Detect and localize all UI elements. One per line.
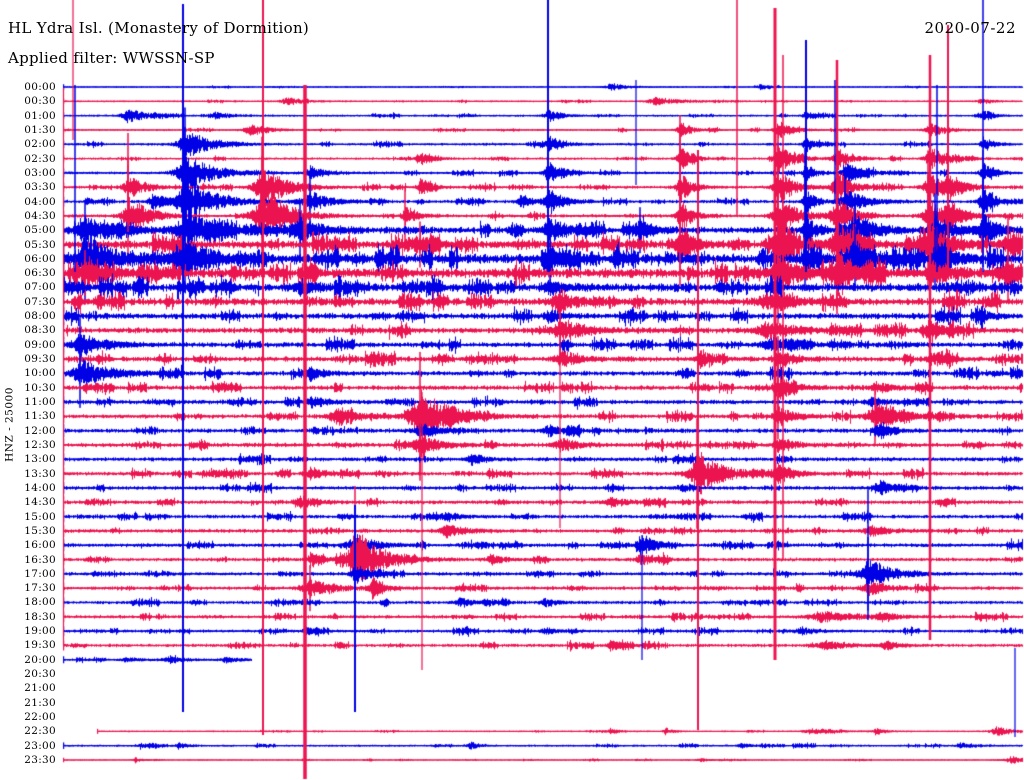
time-label: 17:30 bbox=[24, 582, 56, 595]
time-label: 01:00 bbox=[24, 109, 56, 122]
time-label: 10:00 bbox=[24, 367, 56, 380]
date-label: 2020-07-22 bbox=[924, 19, 1016, 37]
time-label: 18:00 bbox=[24, 596, 56, 609]
time-label: 19:30 bbox=[24, 639, 56, 652]
time-label: 18:30 bbox=[24, 610, 56, 623]
time-label: 09:00 bbox=[24, 338, 56, 351]
time-label: 08:00 bbox=[24, 310, 56, 323]
time-label: 22:30 bbox=[24, 725, 56, 738]
time-label: 06:00 bbox=[24, 252, 56, 265]
time-label: 00:00 bbox=[24, 81, 56, 93]
time-label: 09:30 bbox=[24, 353, 56, 366]
time-label: 13:30 bbox=[24, 467, 56, 480]
time-label: 01:30 bbox=[24, 123, 56, 136]
time-label: 07:00 bbox=[24, 281, 56, 294]
time-label: 23:30 bbox=[24, 753, 56, 766]
time-label: 03:00 bbox=[24, 166, 56, 179]
time-label: 02:30 bbox=[24, 152, 56, 165]
time-label: 16:30 bbox=[24, 553, 56, 566]
time-label: 14:00 bbox=[24, 481, 56, 494]
time-label: 22:00 bbox=[24, 711, 56, 724]
time-label: 10:30 bbox=[24, 381, 56, 394]
time-label: 00:30 bbox=[24, 95, 56, 108]
time-label: 16:00 bbox=[24, 539, 56, 552]
time-label: 12:30 bbox=[24, 438, 56, 451]
time-label: 23:00 bbox=[24, 739, 56, 752]
time-label: 03:30 bbox=[24, 181, 56, 194]
station-title: HL Ydra Isl. (Monastery of Dormition) bbox=[8, 19, 310, 37]
time-label: 02:00 bbox=[24, 138, 56, 151]
time-label: 04:30 bbox=[24, 209, 56, 222]
time-label: 13:00 bbox=[24, 453, 56, 466]
time-label: 08:30 bbox=[24, 324, 56, 337]
time-label: 15:30 bbox=[24, 524, 56, 537]
time-label: 04:00 bbox=[24, 195, 56, 208]
time-label: 12:00 bbox=[24, 424, 56, 437]
time-label: 11:30 bbox=[24, 410, 56, 423]
time-label: 15:00 bbox=[24, 510, 56, 523]
time-label: 05:30 bbox=[24, 238, 56, 251]
time-label: 20:30 bbox=[24, 668, 56, 681]
time-label: 20:00 bbox=[24, 653, 56, 666]
time-label: 21:30 bbox=[24, 696, 56, 709]
filter-label: Applied filter: WWSSN-SP bbox=[8, 49, 215, 67]
time-label: 14:30 bbox=[24, 496, 56, 509]
time-label: 05:00 bbox=[24, 224, 56, 237]
time-label: 11:00 bbox=[24, 396, 56, 409]
time-label: 07:30 bbox=[24, 295, 56, 308]
time-label: 21:00 bbox=[24, 682, 56, 695]
time-label: 06:30 bbox=[24, 267, 56, 280]
time-label: 19:00 bbox=[24, 625, 56, 638]
time-label: 17:00 bbox=[24, 567, 56, 580]
